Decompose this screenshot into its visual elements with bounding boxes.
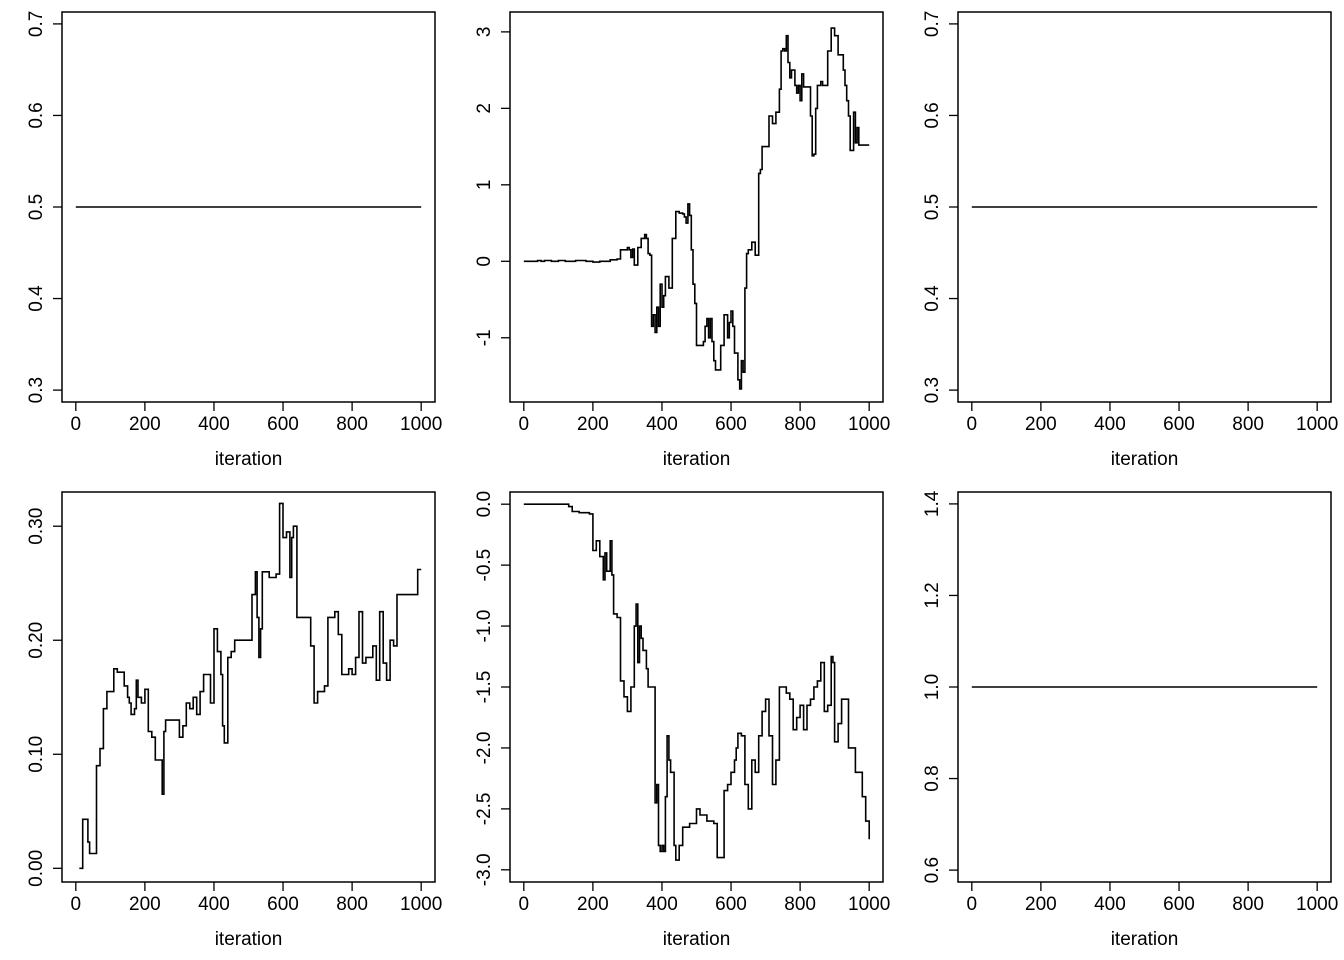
y-tick-label: 0.4 <box>922 285 943 312</box>
x-tick-label: 200 <box>1025 894 1057 915</box>
x-tick-label: 400 <box>198 414 230 435</box>
chart-panel-6: 0 200 400 600 800 1000 iteration 0.6 0.8 1.0 1.2 1.… <box>922 490 1338 950</box>
x-tick-label: 1000 <box>400 414 442 435</box>
y-tick-label: 0.7 <box>26 11 47 37</box>
x-axis-label: iteration <box>1111 449 1179 470</box>
y-tick-label: 0.6 <box>922 857 943 883</box>
y-tick-label: 0.7 <box>922 11 943 37</box>
x-tick-label: 1000 <box>1296 414 1338 435</box>
x-tick-label: 400 <box>646 414 678 435</box>
y-tick-label: 1.2 <box>922 582 943 608</box>
x-axis-label: iteration <box>215 929 283 950</box>
y-tick-label: 3 <box>474 27 495 38</box>
x-tick-label: 200 <box>129 894 161 915</box>
x-axis-label: iteration <box>215 449 283 470</box>
x-tick-label: 400 <box>1094 414 1126 435</box>
trace-line-2 <box>523 27 870 390</box>
x-tick-label: 200 <box>1025 414 1057 435</box>
x-tick-label: 200 <box>577 414 609 435</box>
chart-panel-2: 0 200 400 600 800 1000 iteration -1 0 1 2 3 <box>474 11 890 470</box>
y-tick-label: -2.0 <box>474 732 495 765</box>
y-tick-label: -0.5 <box>474 549 495 582</box>
y-tick-label: 0.3 <box>26 377 47 403</box>
y-tick-label: 0.00 <box>26 850 47 887</box>
x-tick-label: 400 <box>198 894 230 915</box>
y-tick-label: 2 <box>474 103 495 114</box>
x-axis-label: iteration <box>663 449 731 470</box>
x-tick-label: 800 <box>784 894 816 915</box>
x-tick-label: 0 <box>967 894 978 915</box>
y-tick-label: 0.6 <box>26 102 47 128</box>
x-tick-label: 1000 <box>848 414 890 435</box>
chart-panel-3: 0 200 400 600 800 1000 iteration 0.3 0.4 0.5 0.6 0.… <box>922 11 1338 470</box>
x-tick-label: 200 <box>129 414 161 435</box>
y-tick-label: 0.10 <box>26 736 47 773</box>
y-tick-label: 0 <box>474 256 495 267</box>
x-tick-label: 400 <box>646 894 678 915</box>
x-tick-label: 1000 <box>1296 894 1338 915</box>
trace-line-4 <box>79 502 422 870</box>
x-tick-label: 1000 <box>400 894 442 915</box>
chart-panel-4: 0 200 400 600 800 1000 iteration 0.00 0.10 0.20 0.… <box>26 491 442 950</box>
trace-line-5 <box>523 503 870 861</box>
x-tick-label: 800 <box>784 414 816 435</box>
x-tick-label: 0 <box>519 894 530 915</box>
x-tick-label: 800 <box>336 894 368 915</box>
x-tick-label: 400 <box>1094 894 1126 915</box>
y-tick-label: 1.4 <box>922 490 943 517</box>
x-tick-label: 600 <box>1163 894 1195 915</box>
x-axis-label: iteration <box>663 929 731 950</box>
chart-panel-1: 0 200 400 600 800 1000 iteration 0.3 0.4 0.5 0.6 0.… <box>26 11 442 470</box>
x-tick-label: 0 <box>967 414 978 435</box>
plot-frame <box>61 491 436 883</box>
y-tick-label: 0.8 <box>922 765 943 791</box>
y-tick-label: 0.5 <box>26 194 47 220</box>
y-tick-label: 0.5 <box>922 194 943 220</box>
x-tick-label: 800 <box>336 414 368 435</box>
x-tick-label: 600 <box>267 894 299 915</box>
y-tick-label: -3.0 <box>474 853 495 886</box>
x-tick-label: 800 <box>1232 414 1264 435</box>
x-axis-label: iteration <box>1111 929 1179 950</box>
plot-frame <box>509 11 884 403</box>
x-tick-label: 800 <box>1232 894 1264 915</box>
x-tick-label: 600 <box>715 414 747 435</box>
x-tick-label: 1000 <box>848 894 890 915</box>
y-tick-label: 0.30 <box>26 508 47 545</box>
y-tick-label: -1.5 <box>474 671 495 704</box>
y-tick-label: -1 <box>474 329 495 346</box>
x-tick-label: 0 <box>71 894 82 915</box>
y-tick-label: 0.4 <box>26 285 47 312</box>
x-tick-label: 600 <box>715 894 747 915</box>
y-tick-label: -2.5 <box>474 793 495 826</box>
y-tick-label: 1.0 <box>922 674 943 700</box>
chart-panel-5: 0 200 400 600 800 1000 iteration -3.0 -2.5 -2.0 -1… <box>474 491 890 950</box>
x-tick-label: 200 <box>577 894 609 915</box>
x-tick-label: 600 <box>1163 414 1195 435</box>
y-tick-label: 1 <box>474 180 495 191</box>
x-tick-label: 0 <box>71 414 82 435</box>
x-tick-label: 600 <box>267 414 299 435</box>
y-tick-label: 0.20 <box>26 622 47 659</box>
y-tick-label: 0.6 <box>922 102 943 128</box>
y-tick-label: -1.0 <box>474 610 495 643</box>
y-tick-label: 0.0 <box>474 491 495 517</box>
y-tick-label: 0.3 <box>922 377 943 403</box>
x-tick-label: 0 <box>519 414 530 435</box>
